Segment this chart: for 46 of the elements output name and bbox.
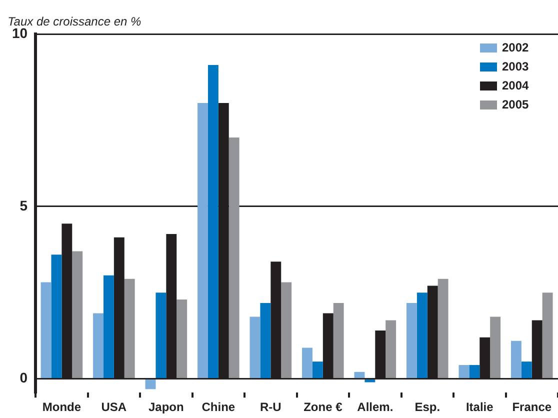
- bar: [250, 316, 260, 378]
- bar: [333, 302, 344, 378]
- legend-label: 2005: [502, 97, 530, 112]
- x-tick-label: Japon: [148, 400, 184, 414]
- legend-label: 2003: [502, 59, 530, 74]
- bar: [302, 348, 312, 378]
- x-tick-label: France: [512, 400, 552, 414]
- x-tick-label: Allem.: [357, 400, 394, 414]
- bar: [281, 282, 292, 378]
- bar: [406, 302, 417, 378]
- bar: [228, 137, 240, 378]
- x-tick-label: R-U: [260, 400, 282, 414]
- bar: [198, 102, 208, 378]
- bar: [40, 282, 52, 378]
- bar: [438, 278, 448, 378]
- x-tick-label: Italie: [466, 400, 494, 414]
- bar: [416, 292, 428, 378]
- legend-label: 2002: [502, 40, 530, 54]
- x-tick-label: Esp.: [414, 400, 440, 414]
- x-tick-label: Chine: [202, 400, 236, 414]
- bar: [490, 316, 501, 378]
- bar: [510, 340, 522, 378]
- legend-label: 2004: [502, 78, 530, 92]
- bar: [312, 362, 323, 378]
- bar: [521, 362, 532, 378]
- bar: [386, 320, 396, 378]
- bar: [469, 365, 480, 378]
- bar: [458, 365, 470, 378]
- bar: [103, 275, 114, 378]
- y-tick-label: 5: [20, 197, 28, 214]
- bar: [176, 300, 188, 378]
- x-tick-label: Monde: [42, 400, 82, 414]
- x-tick-label: Zone €: [304, 400, 343, 414]
- bar: [51, 254, 62, 378]
- x-tick-label: USA: [101, 400, 127, 414]
- bar: [124, 278, 135, 378]
- bar: [145, 380, 156, 390]
- bar: [260, 302, 271, 378]
- bar: [364, 380, 376, 382]
- bar: [72, 251, 83, 378]
- bar: [208, 65, 218, 378]
- bar: [156, 292, 166, 378]
- y-tick-label: 0: [20, 370, 28, 386]
- bar: [93, 313, 104, 378]
- bar: [354, 372, 365, 378]
- bar: [542, 292, 553, 378]
